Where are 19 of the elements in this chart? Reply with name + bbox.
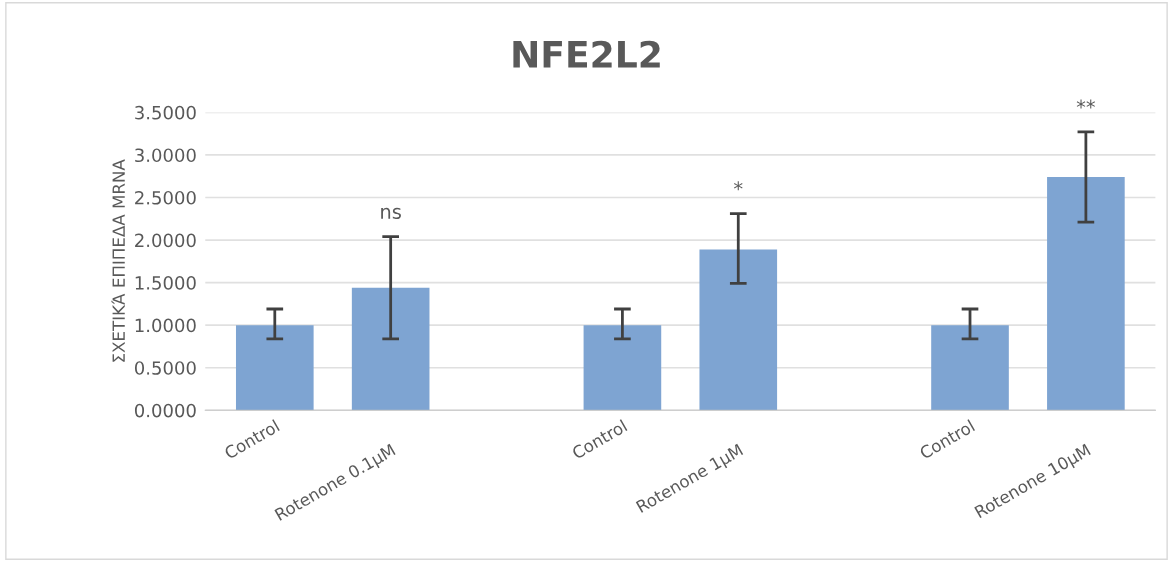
y-tick-label: 3.0000 [135,148,196,163]
bar [351,287,430,411]
y-tick-label: 2.5000 [135,190,196,205]
bar [583,325,662,411]
bar [931,325,1009,411]
y-tick-label: 0.0000 [134,403,196,418]
y-tick-label: 2.0000 [135,233,196,248]
y-axis-title: ΣΧΕΤΙΚΆ ΕΠΙΠΕΔΑ MRNA [111,159,125,362]
bar [235,325,314,411]
text: ** [1076,99,1096,109]
annotation: ns [381,207,401,219]
y-tick-label: 3.5000 [135,105,196,120]
y-tick-label: 1.5000 [135,276,196,290]
chart-title: NFE2L2 [513,40,660,68]
bar [1047,177,1125,411]
annotation: * [733,181,743,191]
bar [699,249,778,411]
y-tick-label: 1.0000 [135,318,196,333]
y-tick-label: 0.5000 [134,361,196,375]
